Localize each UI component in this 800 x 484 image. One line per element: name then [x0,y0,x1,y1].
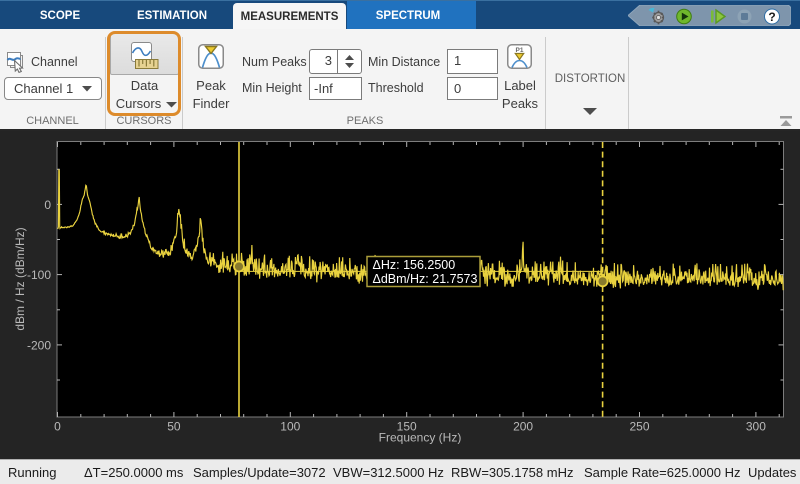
svg-text:0: 0 [54,420,61,434]
svg-text:P1: P1 [516,47,524,54]
svg-text:150: 150 [397,420,417,434]
svg-text:ΔdBm/Hz: 21.7573: ΔdBm/Hz: 21.7573 [373,272,478,286]
svg-text:300: 300 [746,420,766,434]
svg-text:-100: -100 [27,268,51,282]
svg-text:50: 50 [167,420,181,434]
svg-text:100: 100 [280,420,300,434]
svg-text:250: 250 [629,420,649,434]
svg-text:0: 0 [44,198,51,212]
svg-text:dBm / Hz (dBm/Hz): dBm / Hz (dBm/Hz) [13,227,27,330]
svg-text:ΔHz: 156.2500: ΔHz: 156.2500 [373,258,456,272]
svg-text:200: 200 [513,420,533,434]
svg-text:-200: -200 [27,338,51,352]
svg-text:Frequency (Hz): Frequency (Hz) [379,431,462,445]
svg-text:?: ? [768,10,775,24]
